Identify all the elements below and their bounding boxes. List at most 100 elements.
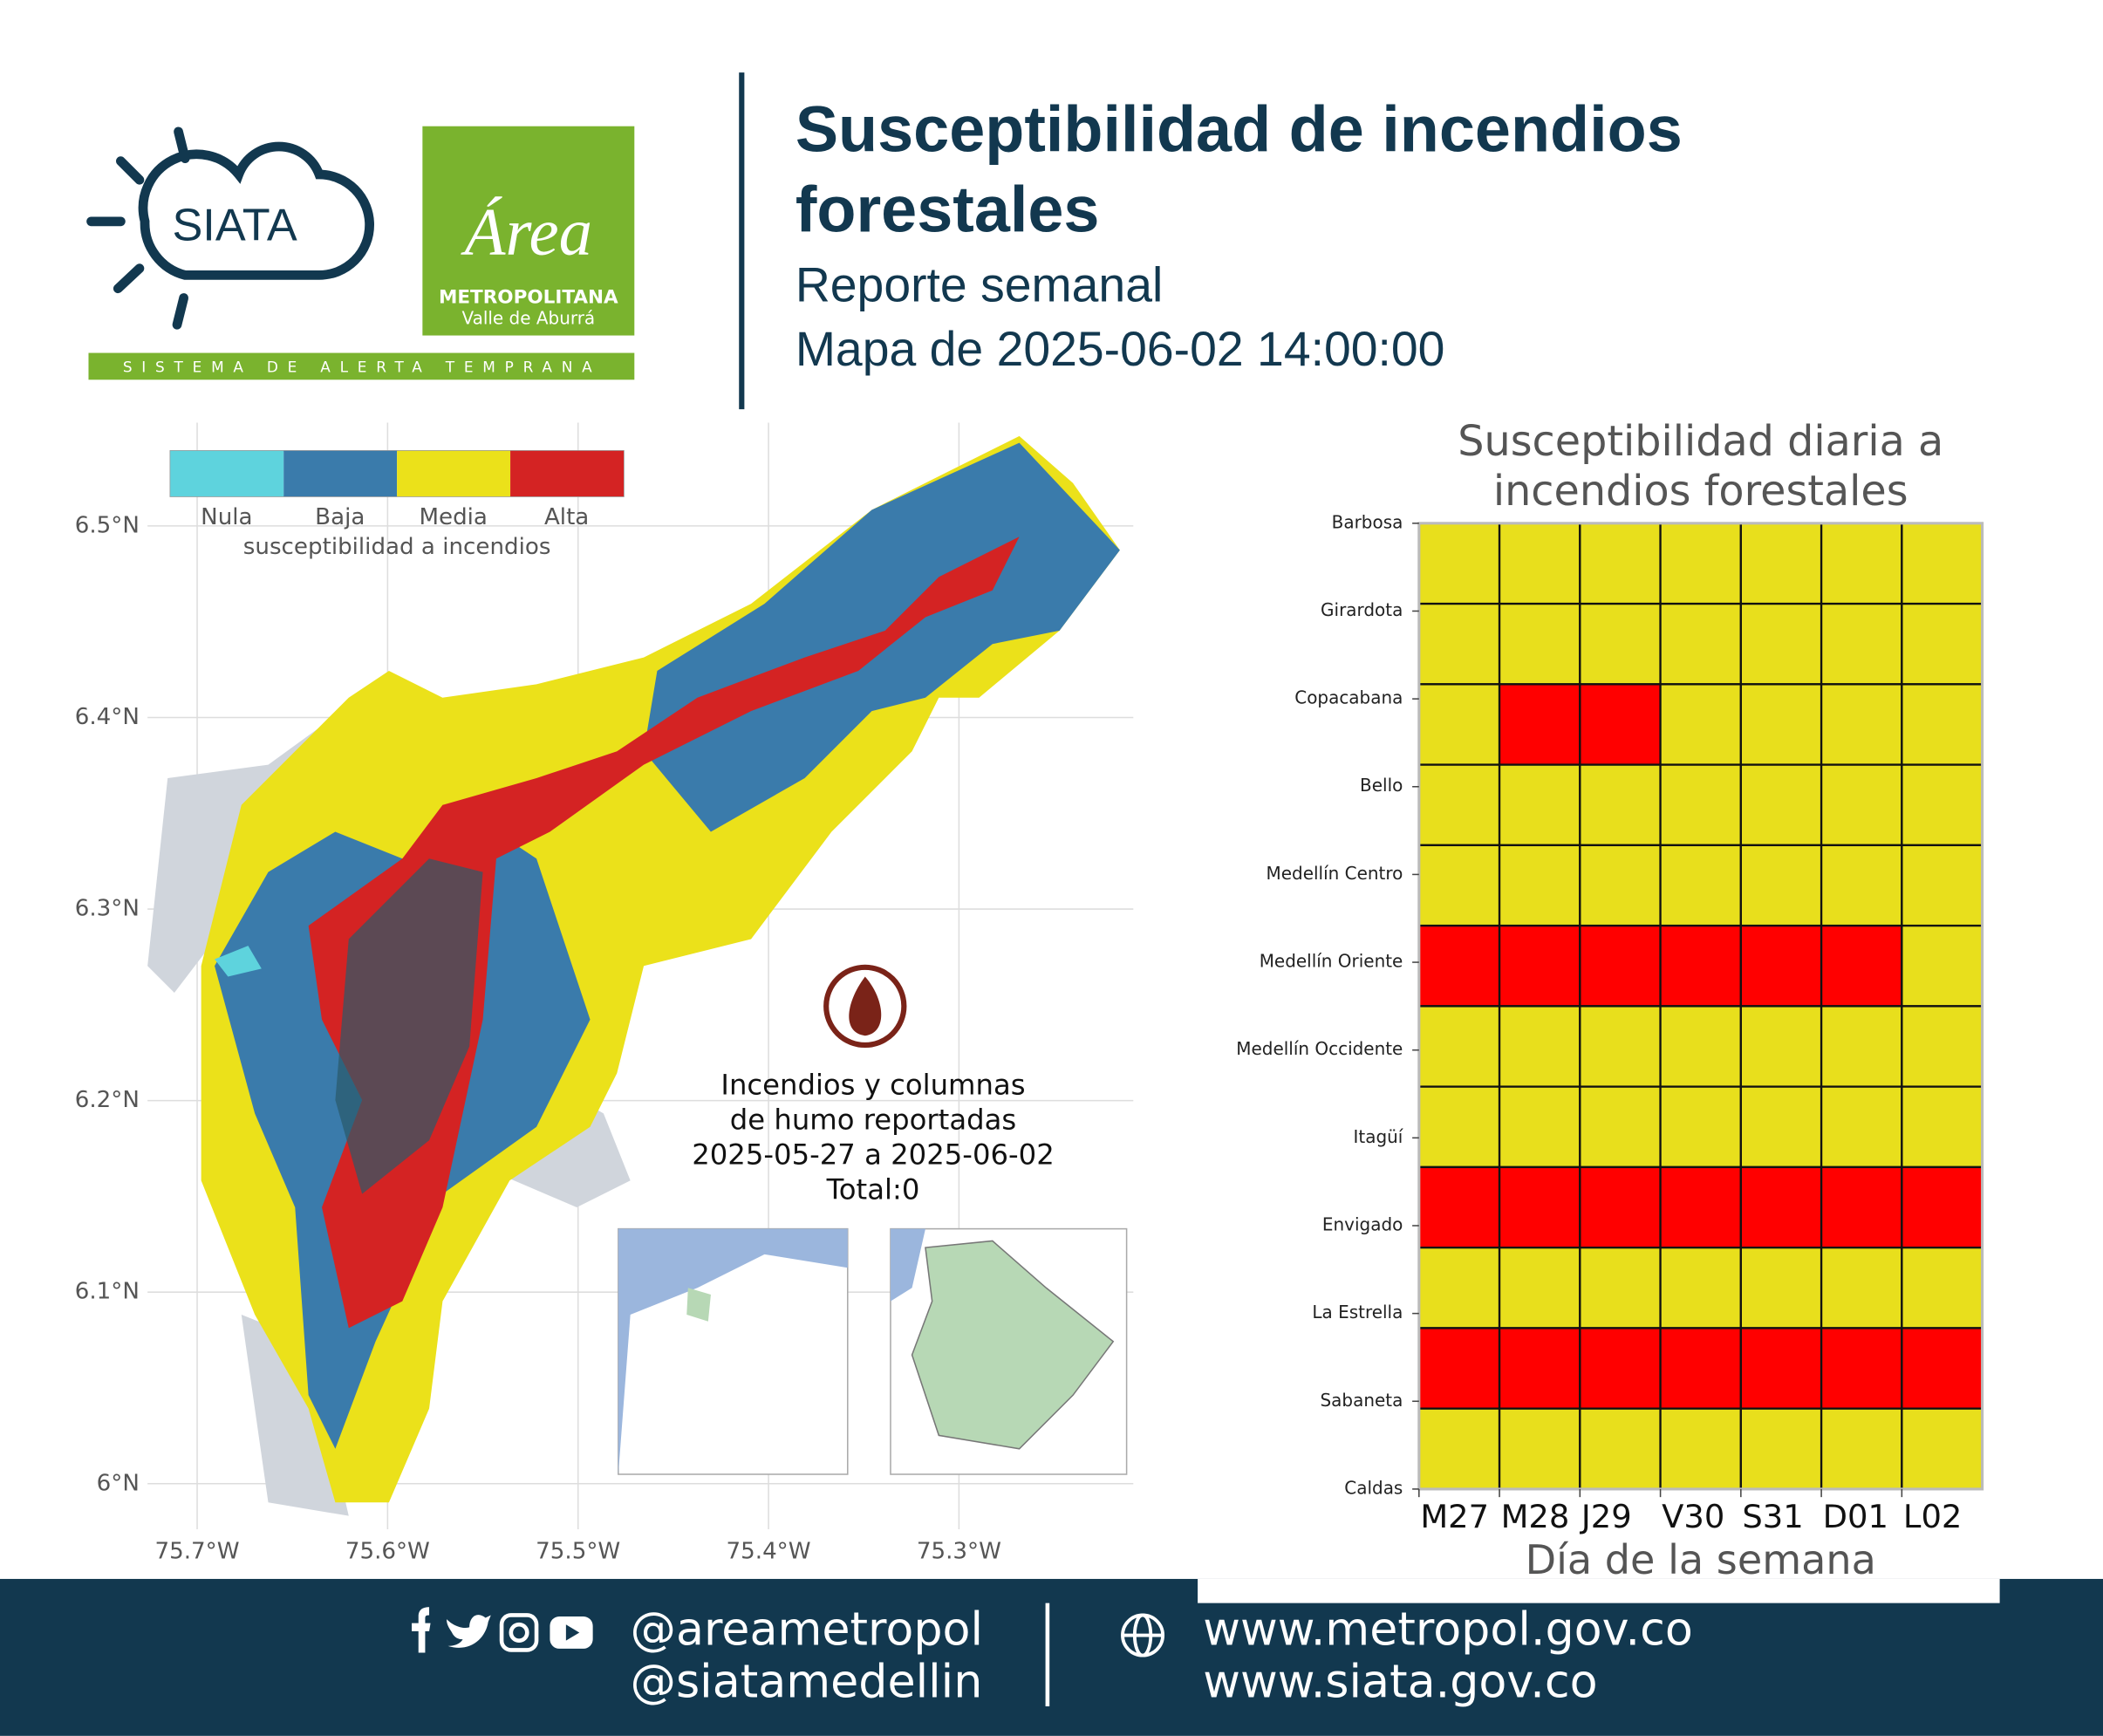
- heatmap-cell: [1498, 1005, 1581, 1088]
- heatmap-cell: [1498, 763, 1581, 847]
- heatmap-cell: [1417, 844, 1501, 927]
- heatmap-cell: [1498, 1327, 1581, 1410]
- website: www.metropol.gov.co: [1203, 1603, 1693, 1656]
- heatmap-cell: [1820, 522, 1903, 605]
- row-label: Medellín Occidente: [1236, 1038, 1403, 1059]
- row-label: La Estrella: [1312, 1302, 1403, 1323]
- row-label: Medellín Oriente: [1260, 951, 1403, 972]
- x-tick-label: M27: [1420, 1498, 1489, 1535]
- heatmap-cell: [1739, 1085, 1823, 1169]
- heatmap-cell: [1659, 1085, 1742, 1169]
- heatmap-cell: [1659, 1165, 1742, 1249]
- x-tick-label: 75.3°W: [917, 1539, 1001, 1565]
- heatmap-cell: [1820, 1005, 1903, 1088]
- heatmap-cell: [1659, 683, 1742, 766]
- heatmap-cell: [1498, 1085, 1581, 1169]
- social-icons: [412, 1607, 593, 1653]
- y-tick-label: 6°N: [97, 1470, 140, 1496]
- fire-icon: [849, 976, 882, 1036]
- heatmap-cell: [1739, 1246, 1823, 1329]
- heatmap-cell: [1417, 763, 1501, 847]
- heatmap-cell: [1901, 522, 1984, 605]
- row-label: Girardota: [1321, 599, 1403, 620]
- heatmap-cell: [1739, 1407, 1823, 1491]
- heatmap-cell: [1498, 844, 1581, 927]
- heatmap-cell: [1417, 1165, 1501, 1249]
- area-logo: [422, 126, 635, 336]
- heatmap-cell: [1579, 763, 1662, 847]
- heatmap-cell: [1659, 844, 1742, 927]
- inset-region: [686, 1288, 711, 1322]
- title: forestales: [795, 174, 1100, 246]
- annotation: Incendios y columnas: [720, 1069, 1025, 1102]
- heatmap-cell: [1820, 924, 1903, 1008]
- heatmap-title: incendios forestales: [1493, 468, 1908, 516]
- siata-logo-text: SIATA: [172, 200, 297, 250]
- x-tick-label: D01: [1823, 1498, 1888, 1535]
- x-tick-label: M28: [1501, 1498, 1570, 1535]
- heatmap-cell: [1417, 1085, 1501, 1169]
- heatmap-cell: [1901, 1085, 1984, 1169]
- heatmap-cell: [1901, 1005, 1984, 1088]
- heatmap-cell: [1820, 602, 1903, 686]
- heatmap-title: Susceptibilidad diaria a: [1458, 418, 1943, 466]
- row-label: Itagüí: [1354, 1126, 1404, 1147]
- heatmap-cell: [1739, 522, 1823, 605]
- map-outside: [241, 1059, 631, 1516]
- heatmap-cell: [1659, 924, 1742, 1008]
- legend-swatch: [510, 450, 624, 497]
- legend-caption: susceptibilidad a incendios: [243, 534, 551, 560]
- map-urban: [335, 858, 483, 1194]
- heatmap-panel: [1198, 1578, 2000, 1603]
- heatmap-cell: [1901, 602, 1984, 686]
- heatmap-cell: [1579, 1005, 1662, 1088]
- heatmap-cell: [1901, 924, 1984, 1008]
- legend-label: Alta: [544, 504, 589, 530]
- y-tick-label: 6.2°N: [75, 1087, 140, 1113]
- plot-frame: [1417, 522, 1984, 1491]
- heatmap-cell: [1901, 1327, 1984, 1410]
- siata-logo: [86, 126, 374, 330]
- heatmap-cell: [1820, 763, 1903, 847]
- area-logo-text: Área: [461, 194, 593, 269]
- heatmap-cell: [1417, 1005, 1501, 1088]
- social-handle: @areametropol: [631, 1603, 983, 1656]
- x-tick-label: L02: [1903, 1498, 1963, 1535]
- row-label: Sabaneta: [1321, 1390, 1403, 1411]
- heatmap-cell: [1417, 1327, 1501, 1410]
- heatmap-cell: [1820, 844, 1903, 927]
- annotation: de humo reportadas: [730, 1104, 1016, 1137]
- area-logo-sub: METROPOLITANA: [439, 287, 618, 309]
- inset-region: [911, 1240, 1115, 1450]
- heatmap-cell: [1417, 602, 1501, 686]
- heatmap-cell: [1739, 602, 1823, 686]
- row-label: Caldas: [1344, 1477, 1403, 1498]
- row-label: Bello: [1360, 775, 1403, 796]
- heatmap-cell: [1579, 602, 1662, 686]
- inset-sea: [618, 1228, 848, 1475]
- heatmap-cell: [1579, 522, 1662, 605]
- heatmap-cell: [1579, 683, 1662, 766]
- x-tick-label: 75.6°W: [345, 1539, 430, 1565]
- tagline-band: [88, 352, 635, 380]
- heatmap-cell: [1739, 763, 1823, 847]
- social-handle: @siatamedellin: [631, 1655, 983, 1708]
- x-tick-label: 75.4°W: [727, 1539, 811, 1565]
- heatmap-cell: [1579, 1085, 1662, 1169]
- heatmap-cell: [1417, 924, 1501, 1008]
- heatmap-cell: [1820, 1407, 1903, 1491]
- heatmap-cell: [1901, 844, 1984, 927]
- heatmap-cell: [1820, 1165, 1903, 1249]
- map-nula: [215, 946, 262, 977]
- heatmap-cell: [1498, 1246, 1581, 1329]
- heatmap-cell: [1739, 1165, 1823, 1249]
- heatmap-cell: [1498, 522, 1581, 605]
- row-label: Medellín Centro: [1267, 863, 1403, 884]
- globe-icon: [1121, 1613, 1165, 1657]
- heatmap-cell: [1659, 1327, 1742, 1410]
- heatmap-cell: [1498, 924, 1581, 1008]
- x-tick-label: J29: [1580, 1498, 1632, 1535]
- title: Susceptibilidad de incendios: [795, 92, 1683, 165]
- heatmap-cell: [1498, 602, 1581, 686]
- heatmap-cell: [1579, 844, 1662, 927]
